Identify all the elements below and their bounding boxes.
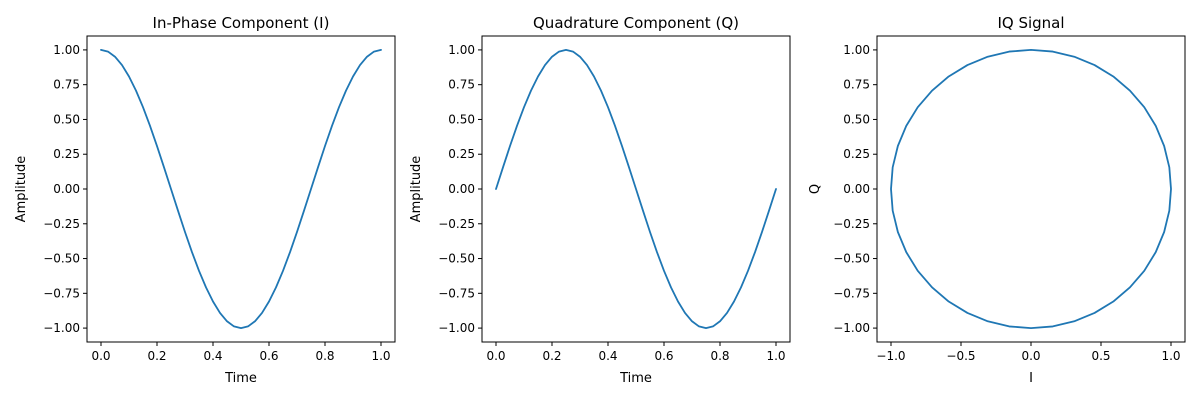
plot-frame: [86, 35, 396, 343]
chart-quadrature: 0.0 0.2 0.4 0.6 0.8 1.0 1.00 0.75 0.50 0.25 0.00 −0…: [409, 14, 791, 386]
chart-in-phase: 0.0 0.2 0.4 0.6 0.8 1.0 1.00 0.75 0.50 0.25 0.00 −0…: [14, 14, 396, 386]
chart-title: In-Phase Component (I): [153, 14, 330, 32]
x-tick-label: 0.0: [1021, 349, 1040, 363]
x-axis-label: Time: [224, 371, 257, 386]
y-tick-label: 0.00: [843, 182, 870, 196]
y-tick-label: −0.25: [43, 217, 80, 231]
x-tick-label: 0.6: [259, 349, 278, 363]
x-tick-label: 0.0: [486, 349, 505, 363]
x-axis-label: I: [1029, 371, 1033, 386]
y-axis-label: Amplitude: [14, 156, 29, 223]
y-tick-label: 0.50: [843, 112, 870, 126]
y-tick-label: −0.50: [833, 252, 870, 266]
y-tick-label: 0.00: [53, 182, 80, 196]
x-tick-label: 0.2: [147, 349, 166, 363]
x-tick-label: 1.0: [371, 349, 390, 363]
chart-iq-signal: −1.0 −0.5 0.0 0.5 1.0 1.00 0.75 0.50 0.25 0.00 −0.…: [808, 14, 1186, 386]
y-tick-label: −0.75: [43, 286, 80, 300]
y-tick-label: −0.75: [438, 286, 475, 300]
y-tick-label: 0.75: [843, 78, 870, 92]
y-tick-label: 0.50: [53, 112, 80, 126]
y-tick-label: 0.25: [448, 147, 475, 161]
x-tick-label: 0.5: [1091, 349, 1110, 363]
y-tick-label: −0.50: [438, 252, 475, 266]
y-tick-label: −0.75: [833, 286, 870, 300]
x-tick-label: 0.8: [315, 349, 334, 363]
x-tick-label: −0.5: [946, 349, 975, 363]
y-tick-label: 1.00: [448, 43, 475, 57]
chart-title: Quadrature Component (Q): [533, 14, 739, 32]
x-tick-label: 0.4: [203, 349, 222, 363]
series-line-0: [890, 49, 1172, 329]
y-tick-label: 0.75: [448, 78, 475, 92]
x-tick-label: 0.2: [542, 349, 561, 363]
y-tick-label: 0.25: [843, 147, 870, 161]
y-axis-label: Amplitude: [409, 156, 424, 223]
y-tick-label: 0.00: [448, 182, 475, 196]
y-tick-label: 0.25: [53, 147, 80, 161]
y-tick-label: −1.00: [438, 321, 475, 335]
y-tick-label: −0.25: [438, 217, 475, 231]
chart-title: IQ Signal: [997, 14, 1064, 32]
y-tick-label: 1.00: [843, 43, 870, 57]
x-tick-label: 1.0: [1161, 349, 1180, 363]
series-line-0: [100, 49, 382, 329]
x-tick-label: 1.0: [766, 349, 785, 363]
y-tick-label: 0.50: [448, 112, 475, 126]
y-tick-label: 0.75: [53, 78, 80, 92]
x-tick-label: 0.0: [91, 349, 110, 363]
y-tick-label: −0.25: [833, 217, 870, 231]
y-tick-label: 1.00: [53, 43, 80, 57]
series-line-0: [495, 49, 777, 329]
x-tick-label: 0.4: [598, 349, 617, 363]
y-axis-label: Q: [808, 184, 823, 194]
y-tick-label: −0.50: [43, 252, 80, 266]
x-tick-label: −1.0: [876, 349, 905, 363]
x-axis-label: Time: [619, 371, 652, 386]
plot-frame: [876, 35, 1186, 343]
x-tick-label: 0.8: [710, 349, 729, 363]
y-tick-label: −1.00: [43, 321, 80, 335]
y-tick-label: −1.00: [833, 321, 870, 335]
x-tick-label: 0.6: [654, 349, 673, 363]
